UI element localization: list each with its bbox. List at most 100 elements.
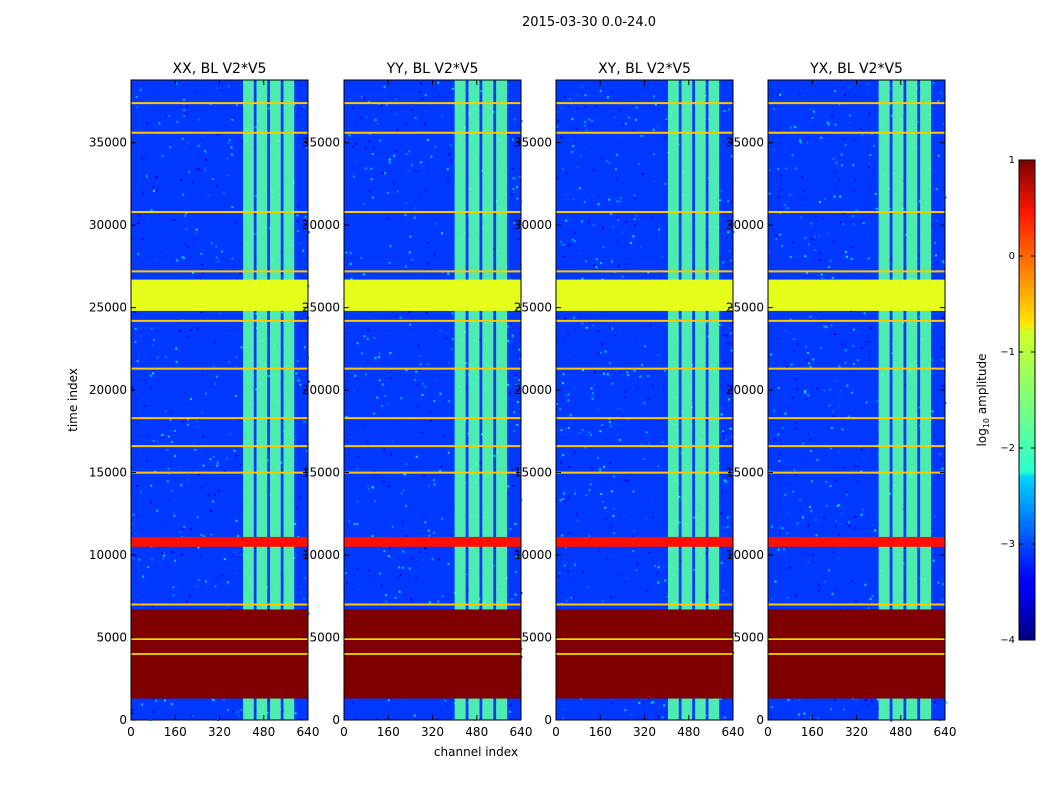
noise-pixel	[847, 92, 850, 95]
noise-pixel	[889, 492, 892, 495]
noise-pixel	[832, 547, 835, 550]
noise-pixel	[425, 312, 428, 315]
noise-pixel	[633, 194, 636, 197]
y-tick-label: 15000	[89, 466, 127, 480]
noise-pixel	[847, 86, 850, 89]
noise-pixel	[512, 188, 515, 191]
noise-pixel	[943, 219, 946, 222]
noise-pixel	[379, 139, 382, 142]
noise-pixel	[562, 243, 565, 246]
noise-pixel	[201, 272, 204, 275]
noise-pixel	[706, 428, 709, 431]
noise-pixel	[380, 104, 383, 107]
noise-pixel	[842, 466, 845, 469]
noise-pixel	[388, 374, 391, 377]
noise-pixel	[720, 384, 723, 387]
noise-pixel	[837, 451, 840, 454]
noise-pixel	[233, 449, 236, 452]
noise-pixel	[156, 356, 159, 359]
noise-pixel	[352, 145, 355, 148]
noise-pixel	[562, 256, 565, 259]
noise-pixel	[592, 169, 595, 172]
noise-pixel	[889, 535, 892, 538]
noise-pixel	[904, 110, 907, 113]
noise-pixel	[852, 344, 855, 347]
noise-pixel	[775, 234, 778, 237]
noise-pixel	[439, 392, 442, 395]
noise-pixel	[384, 582, 387, 585]
noise-pixel	[773, 437, 776, 440]
noise-pixel	[175, 347, 178, 350]
noise-pixel	[867, 257, 870, 260]
noise-pixel	[190, 714, 193, 717]
noise-pixel	[404, 214, 407, 217]
noise-pixel	[360, 96, 363, 99]
noise-pixel	[804, 390, 807, 393]
noise-pixel	[294, 712, 297, 715]
noise-pixel	[493, 564, 496, 567]
noise-pixel	[817, 583, 820, 586]
noise-pixel	[773, 517, 776, 520]
noise-pixel	[408, 576, 411, 579]
bright-channel-stripe	[708, 80, 720, 720]
noise-pixel	[588, 489, 591, 492]
noise-pixel	[373, 336, 376, 339]
noise-pixel	[730, 144, 733, 147]
noise-pixel	[645, 515, 648, 518]
noise-pixel	[778, 459, 781, 462]
noise-pixel	[137, 222, 140, 225]
noise-pixel	[344, 572, 347, 575]
noise-pixel	[809, 107, 812, 110]
noise-pixel	[565, 219, 568, 222]
noise-pixel	[467, 397, 470, 400]
noise-pixel	[410, 599, 413, 602]
noise-pixel	[725, 436, 728, 439]
noise-pixel	[226, 174, 229, 177]
noise-pixel	[657, 465, 660, 468]
noise-pixel	[852, 418, 855, 421]
noise-pixel	[213, 493, 216, 496]
panel-title: XY, BL V2*V5	[598, 61, 691, 77]
noise-pixel	[409, 508, 412, 511]
noise-pixel	[678, 483, 681, 486]
noise-pixel	[433, 479, 436, 482]
noise-pixel	[391, 96, 394, 99]
noise-pixel	[229, 432, 232, 435]
noise-pixel	[799, 141, 802, 144]
noise-pixel	[235, 454, 238, 457]
noise-pixel	[634, 242, 637, 245]
noise-pixel	[611, 327, 614, 330]
noise-pixel	[611, 702, 614, 705]
noise-pixel	[832, 157, 835, 160]
x-tick-label: 480	[889, 725, 912, 739]
noise-pixel	[578, 431, 581, 434]
noise-pixel	[786, 365, 789, 368]
noise-pixel	[657, 581, 660, 584]
noise-pixel	[441, 517, 444, 520]
y-tick-label: 35000	[302, 136, 340, 150]
noise-pixel	[296, 376, 299, 379]
noise-pixel	[937, 154, 940, 157]
noise-pixel	[408, 169, 411, 172]
noise-pixel	[296, 214, 299, 217]
noise-pixel	[594, 105, 597, 108]
noise-pixel	[372, 396, 375, 399]
noise-pixel	[297, 379, 300, 382]
noise-pixel	[434, 377, 437, 380]
x-tick-label: 640	[934, 725, 957, 739]
noise-pixel	[221, 89, 224, 92]
noise-pixel	[451, 87, 454, 90]
noise-pixel	[235, 365, 238, 368]
noise-pixel	[187, 246, 190, 249]
noise-pixel	[307, 612, 310, 615]
noise-pixel	[934, 241, 937, 244]
y-tick-label: 30000	[302, 218, 340, 232]
noise-pixel	[850, 246, 853, 249]
noise-pixel	[633, 529, 636, 532]
noise-pixel	[296, 229, 299, 232]
noise-pixel	[693, 366, 696, 369]
noise-pixel	[786, 532, 789, 535]
noise-pixel	[467, 89, 470, 92]
noise-pixel	[567, 570, 570, 573]
noise-pixel	[577, 404, 580, 407]
